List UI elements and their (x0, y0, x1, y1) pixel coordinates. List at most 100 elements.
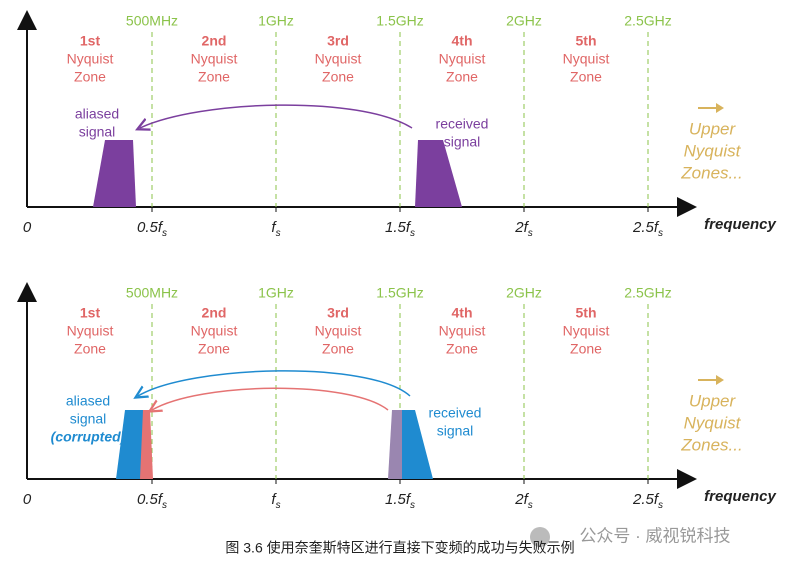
aliased-label: signal (79, 124, 116, 140)
overlap-arrow (152, 387, 389, 410)
tick-sub: s (162, 228, 167, 239)
axis-tick-label: fs (271, 219, 280, 239)
axis-tick-label: 0.5fs (137, 491, 167, 511)
frequency-label: 2GHz (506, 285, 542, 301)
zone-label: Zone (570, 341, 602, 357)
zone-label: Zone (446, 341, 478, 357)
upper-arrowhead (716, 375, 724, 385)
tick-main: 2.5f (632, 219, 660, 236)
tick-sub: s (528, 500, 533, 511)
axis-label: frequency (704, 216, 776, 233)
zone-label: Zone (198, 69, 230, 85)
caption: 图 3.6 使用奈奎斯特区进行直接下变频的成功与失败示例 (225, 540, 574, 556)
received-overlap (388, 410, 402, 479)
upper-label: Upper (689, 391, 737, 410)
zone-label: Nyquist (563, 51, 610, 67)
zone-label: Zone (74, 69, 106, 85)
zone-label: Zone (322, 341, 354, 357)
frequency-label: 2GHz (506, 13, 542, 29)
axis-tick-label: 2fs (514, 219, 533, 239)
tick-main: 0 (23, 219, 32, 236)
zone-label: Nyquist (191, 323, 238, 339)
tick-sub: s (276, 228, 281, 239)
axis-tick-label: 0.5fs (137, 219, 167, 239)
tick-main: 1.5f (385, 219, 412, 236)
zone-label: 2nd (202, 33, 227, 49)
alias-arrow (140, 104, 413, 128)
zone-label: Nyquist (315, 323, 362, 339)
zone-label: 1st (80, 305, 101, 321)
upper-label: Zones... (680, 163, 742, 182)
upper-label: Upper (689, 119, 737, 138)
upper-label: Nyquist (684, 141, 742, 160)
alias-arrow (138, 370, 411, 396)
frequency-label: 500MHz (126, 285, 178, 301)
tick-sub: s (658, 228, 663, 239)
axis-tick-label: 2.5fs (632, 219, 663, 239)
watermark: 公众号 · 威视锐科技 (530, 526, 731, 547)
zone-label: 5th (576, 33, 597, 49)
tick-main: 1.5f (385, 491, 412, 508)
zone-label: Nyquist (439, 51, 486, 67)
upper-label: Zones... (680, 435, 742, 454)
axis-label: frequency (704, 488, 776, 505)
watermark-text: 公众号 · 威视锐科技 (579, 526, 730, 545)
zone-label: Nyquist (439, 323, 486, 339)
tick-main: 0.5f (137, 491, 164, 508)
tick-main: 0.5f (137, 219, 164, 236)
tick-sub: s (528, 228, 533, 239)
zone-label: 2nd (202, 305, 227, 321)
zone-label: 4th (452, 305, 473, 321)
axis-tick-label: fs (271, 491, 280, 511)
frequency-label: 1.5GHz (376, 285, 423, 301)
panel: 500MHz 1GHz 1.5GHz 2GHz 2.5GHz 1st Nyquist Zone… (17, 10, 776, 239)
zone-label: Zone (198, 341, 230, 357)
axis-tick-label: 0 (23, 219, 32, 236)
zone-label: Nyquist (315, 51, 362, 67)
tick-sub: s (410, 500, 415, 511)
tick-sub: s (276, 500, 281, 511)
zone-label: Nyquist (191, 51, 238, 67)
aliased-label: signal (70, 411, 107, 427)
tick-main: 2f (514, 491, 529, 508)
tick-sub: s (162, 500, 167, 511)
tick-main: 0 (23, 491, 32, 508)
received-label: received (429, 405, 482, 421)
aliased-label: (corrupted) (51, 429, 126, 445)
zone-label: Zone (446, 69, 478, 85)
axis-tick-label: 2fs (514, 491, 533, 511)
zone-label: Nyquist (563, 323, 610, 339)
axis-tick-label: 1.5fs (385, 219, 415, 239)
axis-tick-label: 2.5fs (632, 491, 663, 511)
aliased-signal (93, 140, 136, 207)
upper-label: Nyquist (684, 413, 742, 432)
upper-arrowhead (716, 103, 724, 113)
tick-sub: s (658, 500, 663, 511)
zone-label: Zone (570, 69, 602, 85)
received-signal (415, 140, 462, 207)
axis-tick-label: 0 (23, 491, 32, 508)
zone-label: 1st (80, 33, 101, 49)
zone-label: 3rd (327, 33, 349, 49)
tick-main: f (271, 219, 277, 236)
frequency-label: 2.5GHz (624, 13, 671, 29)
zone-label: Zone (322, 69, 354, 85)
panel: 500MHz 1GHz 1.5GHz 2GHz 2.5GHz 1st Nyquist Zone… (17, 282, 776, 511)
frequency-label: 1GHz (258, 285, 294, 301)
zone-label: 3rd (327, 305, 349, 321)
tick-sub: s (410, 228, 415, 239)
aliased-label: aliased (75, 106, 119, 122)
tick-main: f (271, 491, 277, 508)
frequency-label: 2.5GHz (624, 285, 671, 301)
tick-main: 2.5f (632, 491, 660, 508)
upper-zones: Upper Nyquist Zones... (680, 375, 743, 454)
frequency-label: 500MHz (126, 13, 178, 29)
frequency-label: 1.5GHz (376, 13, 423, 29)
upper-zones: Upper Nyquist Zones... (680, 103, 743, 182)
zone-label: 4th (452, 33, 473, 49)
aliased-label: aliased (66, 393, 110, 409)
zone-label: Zone (74, 341, 106, 357)
zone-label: Nyquist (67, 323, 114, 339)
zone-label: 5th (576, 305, 597, 321)
